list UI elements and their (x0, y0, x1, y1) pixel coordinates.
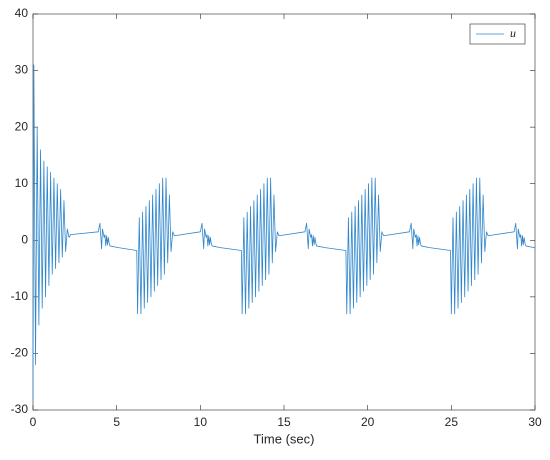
y-tick-label: 10 (15, 176, 29, 190)
x-tick-label: 15 (277, 415, 291, 429)
line (32, 64, 536, 399)
x-tick-label: 20 (361, 415, 375, 429)
x-tick-label: 10 (194, 415, 208, 429)
y-tick-label: 40 (15, 6, 29, 20)
y-tick-label: -10 (11, 289, 29, 303)
x-tick-label: 25 (445, 415, 459, 429)
y-tick-label: 0 (21, 232, 28, 246)
x-axis-label: Time (sec) (254, 431, 315, 446)
y-tick-label: -20 (11, 346, 29, 360)
y-tick-label: -30 (11, 402, 29, 416)
y-tick-label: 30 (15, 63, 29, 77)
legend-label: u (510, 26, 516, 40)
x-tick-label: 0 (30, 415, 37, 429)
y-tick-label: 20 (15, 119, 29, 133)
x-tick-label: 30 (528, 415, 542, 429)
x-tick-label: 5 (113, 415, 120, 429)
plot-area (32, 13, 536, 411)
